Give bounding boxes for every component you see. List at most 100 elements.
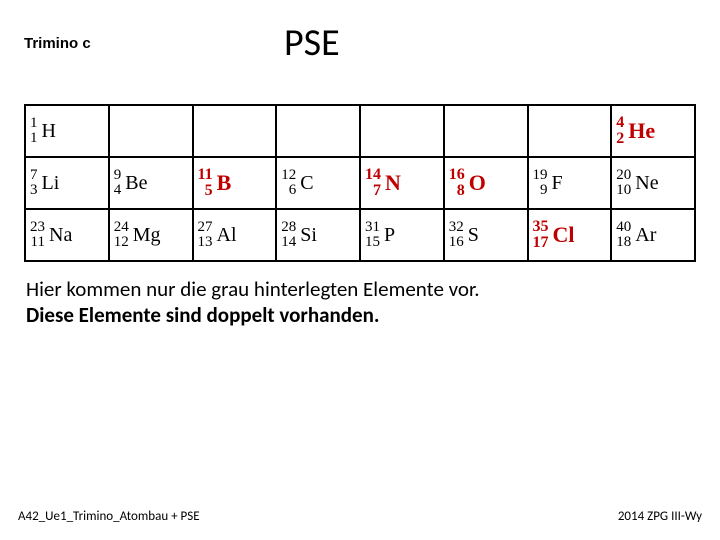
element-symbol: Li <box>42 172 60 195</box>
element-ne: 2010 Ne <box>616 168 690 198</box>
element-numbers: 94 <box>114 168 122 198</box>
mass-number: 24 <box>114 220 129 235</box>
element-numbers: 2010 <box>616 168 631 198</box>
header: Trimino c PSE <box>0 0 720 76</box>
pse-cell: 199F <box>528 157 612 209</box>
pse-cell <box>360 105 444 157</box>
table-row: 2311Na2412Mg2713Al2814Si3115P3216S3517Cl… <box>25 209 695 261</box>
pse-cell: 73Li <box>25 157 109 209</box>
pse-cell: 4018 Ar <box>611 209 695 261</box>
mass-number: 35 <box>533 219 549 235</box>
element-numbers: 168 <box>449 167 465 199</box>
element-numbers: 126 <box>281 168 296 198</box>
element-symbol: Ar <box>635 224 656 247</box>
element-c: 126C <box>281 168 355 198</box>
pse-cell: 168O <box>444 157 528 209</box>
element-symbol: Cl <box>553 222 575 248</box>
table-row: 11H 42He <box>25 105 695 157</box>
pse-table-wrap: 11H42He73Li94Be115B126C147N168O199F2010N… <box>0 76 720 272</box>
pse-cell <box>193 105 277 157</box>
element-numbers: 4018 <box>616 220 631 250</box>
element-si: 2814 Si <box>281 220 355 250</box>
element-numbers: 147 <box>365 167 381 199</box>
pse-table: 11H42He73Li94Be115B126C147N168O199F2010N… <box>24 104 696 262</box>
pse-cell: 126C <box>276 157 360 209</box>
mass-number: 4 <box>616 115 624 131</box>
element-numbers: 2412 <box>114 220 129 250</box>
caption: Hier kommen nur die grau hinterlegten El… <box>0 272 720 329</box>
pse-cell: 3115P <box>360 209 444 261</box>
element-o: 168O <box>449 167 523 199</box>
pse-cell: 42He <box>611 105 695 157</box>
element-symbol: F <box>552 172 563 195</box>
pse-cell: 3216S <box>444 209 528 261</box>
atomic-number: 2 <box>616 131 624 147</box>
atomic-number: 11 <box>31 235 45 250</box>
atomic-number: 4 <box>114 183 122 198</box>
mass-number: 40 <box>616 220 631 235</box>
element-symbol: H <box>42 120 56 143</box>
pse-cell <box>276 105 360 157</box>
element-mg: 2412 Mg <box>114 220 188 250</box>
element-numbers: 11 <box>30 116 38 146</box>
atomic-number: 15 <box>365 235 380 250</box>
pse-cell <box>444 105 528 157</box>
atomic-number: 8 <box>457 183 465 199</box>
element-be: 94Be <box>114 168 188 198</box>
atomic-number: 14 <box>281 235 296 250</box>
caption-line2: Diese Elemente sind doppelt vorhanden. <box>26 302 694 328</box>
label-trimino: Trimino c <box>24 35 284 52</box>
element-symbol: C <box>300 172 313 195</box>
element-numbers: 73 <box>30 168 38 198</box>
element-ar: 4018 Ar <box>616 220 690 250</box>
element-numbers: 3517 <box>533 219 549 251</box>
mass-number: 16 <box>449 167 465 183</box>
element-symbol: Na <box>49 224 72 247</box>
mass-number: 19 <box>533 168 548 183</box>
pse-cell: 2010 Ne <box>611 157 695 209</box>
element-symbol: Ne <box>635 172 658 195</box>
atomic-number: 13 <box>198 235 213 250</box>
pse-cell: 2311 Na <box>25 209 109 261</box>
element-symbol: Be <box>125 172 147 195</box>
pse-cell: 3517Cl <box>528 209 612 261</box>
atomic-number: 9 <box>540 183 548 198</box>
pse-cell: 147N <box>360 157 444 209</box>
element-f: 199F <box>533 168 607 198</box>
mass-number: 1 <box>30 116 38 131</box>
atomic-number: 6 <box>289 183 297 198</box>
element-al: 2713Al <box>198 220 272 250</box>
element-symbol: N <box>385 170 401 196</box>
element-symbol: O <box>469 170 486 196</box>
element-n: 147N <box>365 167 439 199</box>
element-symbol: Al <box>217 224 237 247</box>
footer: A42_Ue1_Trimino_Atombau + PSE 2014 ZPG I… <box>18 509 702 524</box>
element-s: 3216S <box>449 220 523 250</box>
atomic-number: 17 <box>533 235 549 251</box>
table-row: 73Li94Be115B126C147N168O199F2010Ne <box>25 157 695 209</box>
element-numbers: 3115 <box>365 220 380 250</box>
footer-left: A42_Ue1_Trimino_Atombau + PSE <box>18 509 200 524</box>
mass-number: 28 <box>281 220 296 235</box>
atomic-number: 3 <box>30 183 38 198</box>
pse-cell <box>109 105 193 157</box>
atomic-number: 5 <box>205 183 213 199</box>
element-b: 115 B <box>198 167 272 199</box>
footer-right: 2014 ZPG III-Wy <box>618 509 702 524</box>
mass-number: 12 <box>281 168 296 183</box>
atomic-number: 10 <box>616 183 631 198</box>
mass-number: 32 <box>449 220 464 235</box>
element-numbers: 42 <box>616 115 624 147</box>
element-numbers: 3216 <box>449 220 464 250</box>
mass-number: 31 <box>365 220 380 235</box>
element-numbers: 2311 <box>30 220 45 250</box>
pse-cell: 2713Al <box>193 209 277 261</box>
mass-number: 7 <box>30 168 38 183</box>
mass-number: 23 <box>30 220 45 235</box>
element-symbol: B <box>217 170 232 196</box>
element-symbol: Si <box>300 224 317 247</box>
atomic-number: 12 <box>114 235 129 250</box>
element-symbol: Mg <box>133 224 161 247</box>
pse-cell: 2412 Mg <box>109 209 193 261</box>
element-numbers: 115 <box>198 167 213 199</box>
